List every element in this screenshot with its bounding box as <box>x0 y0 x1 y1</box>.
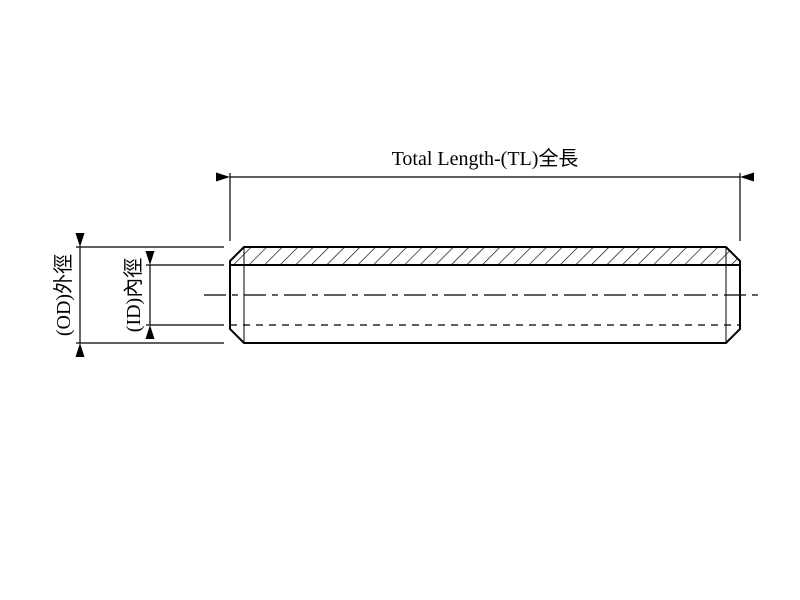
engineering-drawing: Total Length-(TL)全長 (OD)外徑 (ID)內徑 <box>0 0 800 600</box>
dim-label-tl: Total Length-(TL)全長 <box>392 147 579 170</box>
dim-label-od: (OD)外徑 <box>52 254 75 336</box>
hatch-top-wall <box>230 247 740 265</box>
dim-label-id: (ID)內徑 <box>122 258 145 332</box>
